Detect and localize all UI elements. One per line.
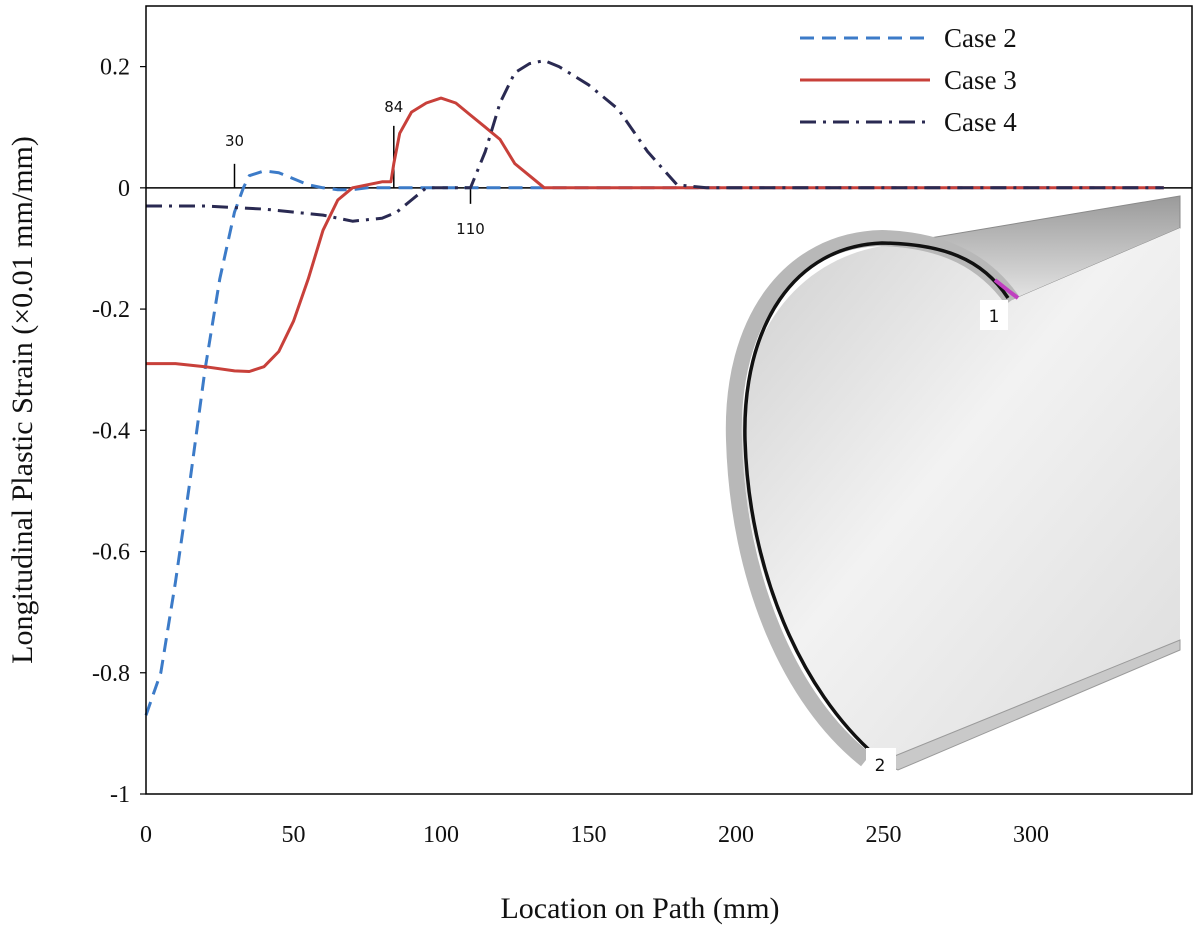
x-tick-label: 200 [718,822,754,848]
x-tick-label: 100 [423,822,459,848]
annotation-label: 30 [225,132,244,150]
legend-label: Case 4 [944,107,1017,137]
y-tick-label: -0.6 [92,540,130,566]
y-tick-label: -0.2 [92,297,130,323]
series-line-case-3 [146,96,1164,373]
inset-label-1: 1 [989,307,1000,327]
legend-label: Case 2 [944,23,1017,53]
x-tick-label: 300 [1013,822,1049,848]
inset-label-1-box [980,300,1008,330]
annotations: 30 84 110 [225,98,485,238]
legend-label: Case 3 [944,65,1017,95]
y-tick-label: -0.8 [92,661,130,687]
y-tick-label: 0 [118,176,130,202]
plot-frame [145,5,1193,795]
y-tick-label: -1 [110,782,130,808]
y-tick-label: 0.2 [100,55,130,81]
x-axis-title: Location on Path (mm) [500,892,779,925]
inset-label-2-box [866,748,896,778]
y-tick-label: -0.4 [92,418,130,444]
legend: Case 2 Case 3 Case 4 [800,23,1017,137]
x-tick-label: 50 [282,822,306,848]
x-tick-label: 250 [866,822,902,848]
path-curve [743,241,1010,758]
tunnel-inset-illustration: 1 2 [725,195,1181,778]
series-line-case-2 [144,169,1164,716]
x-tick-label: 150 [571,822,607,848]
annotation-label: 110 [456,220,485,238]
series-lines [144,59,1164,716]
y-axis-title: Longitudinal Plastic Strain (×0.01 mm/mm… [6,136,39,664]
axes: 0.2 0 -0.2 -0.4 -0.6 -0.8 -1 0 50 100 150 200 250 300 [92,55,1192,848]
x-tick-label: 0 [140,822,152,848]
inset-label-2: 2 [875,756,886,776]
annotation-label: 84 [384,98,403,116]
series-line-case-4 [146,59,1164,223]
